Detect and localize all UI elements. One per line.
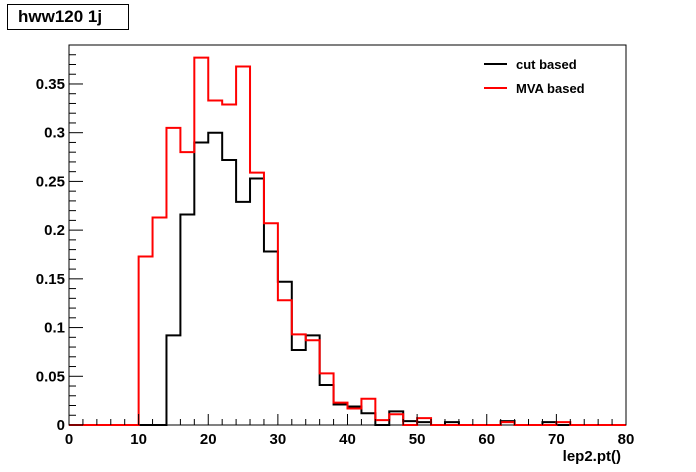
x-axis: 0 10 20 30 40 50 60 70 80 <box>65 414 635 448</box>
x-tick-label: 80 <box>618 431 635 448</box>
y-tick-label: 0.2 <box>44 222 65 239</box>
series-layer <box>69 56 626 426</box>
x-tick-label: 20 <box>200 431 217 448</box>
y-tick-label: 0.35 <box>36 76 65 93</box>
y-tick-label: 0.25 <box>36 173 65 190</box>
y-tick-label: 0.1 <box>44 320 65 337</box>
x-tick-label: 10 <box>130 431 147 448</box>
y-tick-label: 0.3 <box>44 125 65 142</box>
y-axis: 0 0.05 0.1 0.15 0.2 0.25 0.3 0.35 <box>36 44 83 434</box>
y-tick-label: 0.05 <box>36 368 65 385</box>
x-tick-label: 70 <box>548 431 565 448</box>
legend: cut based MVA based <box>484 57 585 96</box>
x-tick-label: 0 <box>65 431 73 448</box>
legend-label-0: cut based <box>516 57 577 72</box>
x-tick-label: 40 <box>339 431 356 448</box>
x-tick-label: 50 <box>409 431 426 448</box>
x-tick-label: 30 <box>270 431 287 448</box>
x-axis-title: lep2.pt() <box>563 448 621 465</box>
series-line-1 <box>69 56 626 426</box>
legend-label-1: MVA based <box>516 81 585 96</box>
y-tick-label: 0.15 <box>36 271 65 288</box>
series-line-0 <box>69 131 626 426</box>
y-tick-label: 0 <box>57 417 65 434</box>
x-tick-label: 60 <box>478 431 495 448</box>
chart-title: hww120 1j <box>7 4 129 30</box>
